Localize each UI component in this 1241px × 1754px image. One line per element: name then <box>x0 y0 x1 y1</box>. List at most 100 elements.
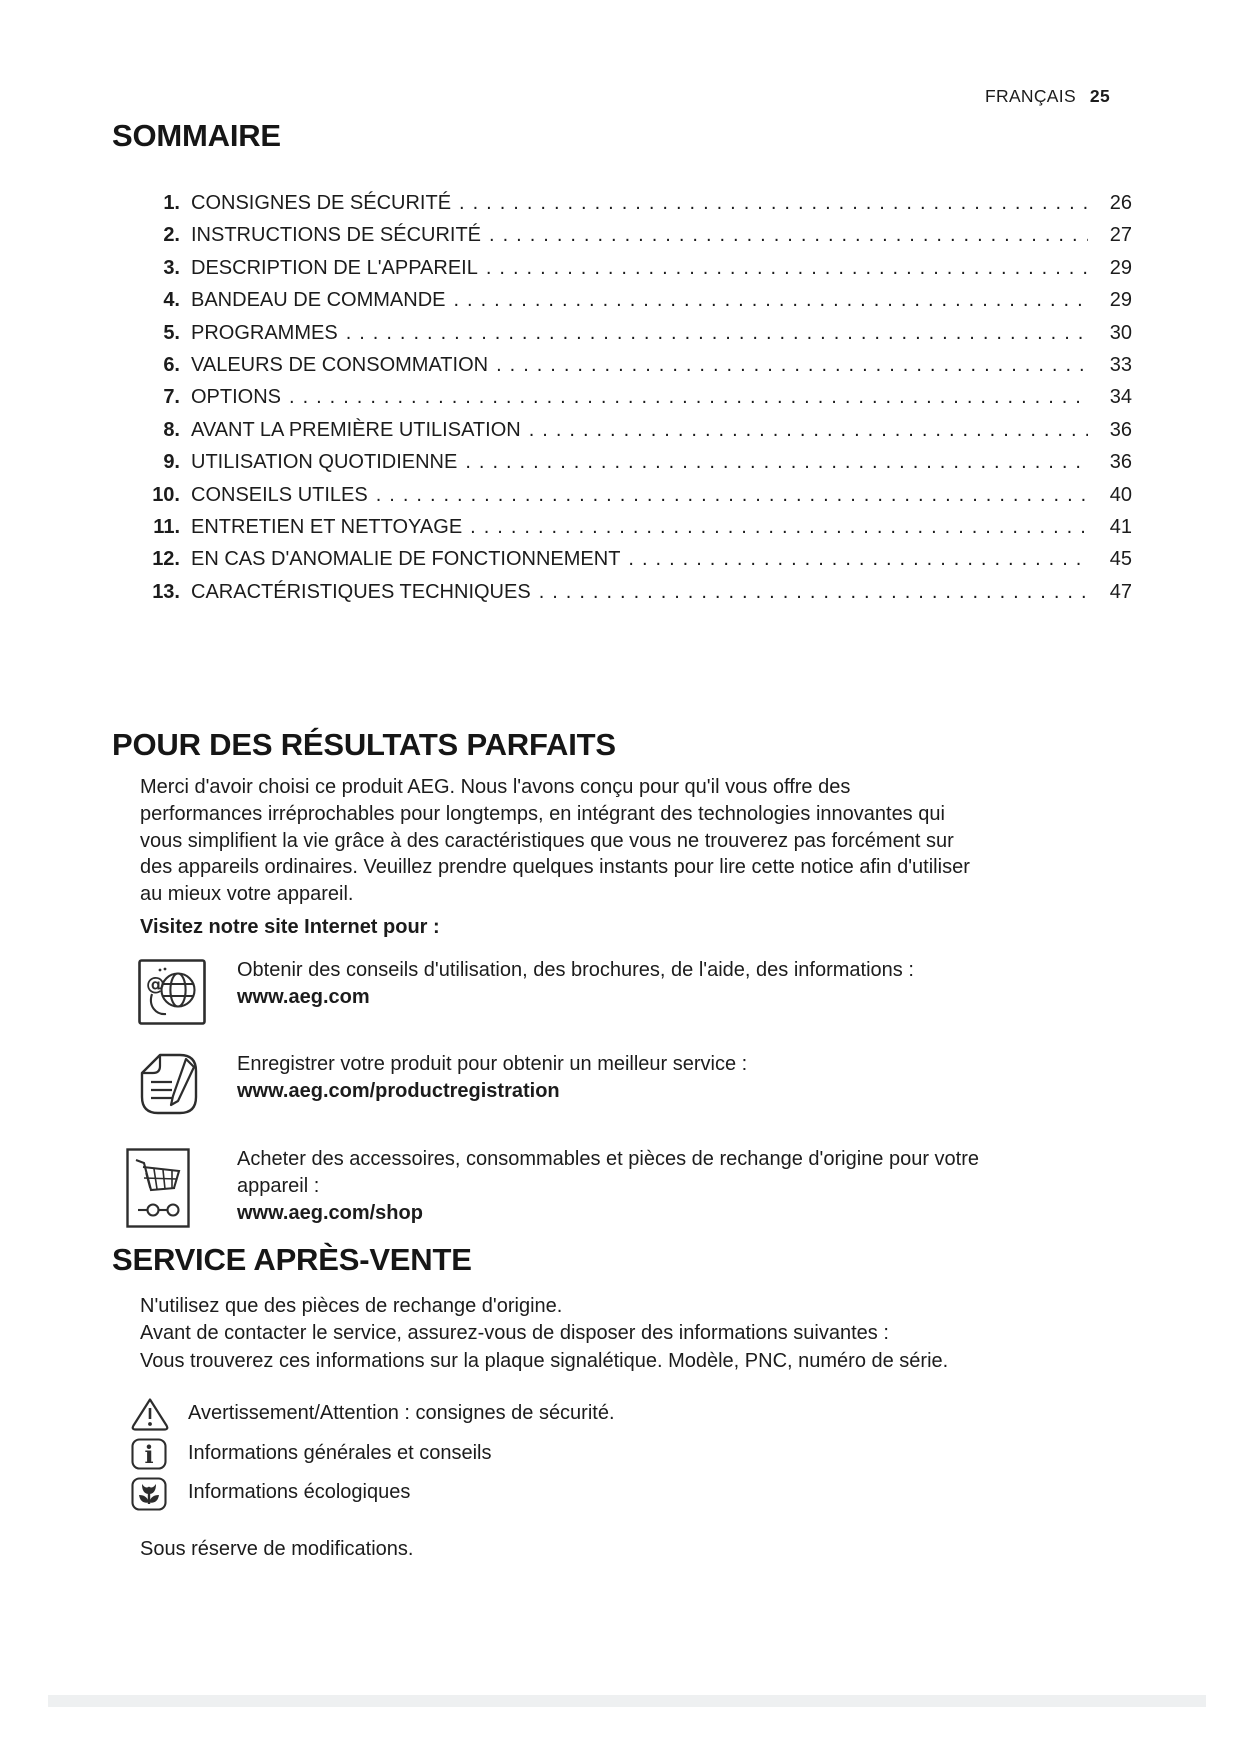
toc-item-page: 45 <box>1109 548 1132 571</box>
toc-item-number: 4. <box>163 289 180 312</box>
toc-dot-leader <box>539 581 1088 604</box>
page-header: FRANÇAIS 25 <box>985 86 1110 107</box>
toc-item: 13. CARACTÉRISTIQUES TECHNIQUES 47 <box>130 581 1132 613</box>
toc-item-label: OPTIONS <box>191 386 282 409</box>
note-text: Informations écologiques <box>188 1481 411 1503</box>
note-text: Informations générales et conseils <box>188 1442 492 1464</box>
toc-item: 2. INSTRUCTIONS DE SÉCURITÉ 27 <box>130 224 1132 256</box>
toc-dot-leader <box>453 289 1088 312</box>
globe-at-icon: @ <box>138 959 206 1030</box>
toc-item-number: 7. <box>163 386 180 409</box>
toc-item-label: BANDEAU DE COMMANDE <box>191 289 446 312</box>
service-paragraph: N'utilisez que des pièces de rechange d'… <box>140 1293 948 1375</box>
toc-item-label: ENTRETIEN ET NETTOYAGE <box>191 515 463 538</box>
svg-text:i: i <box>144 1440 153 1469</box>
service-title: SERVICE APRÈS-VENTE <box>112 1242 472 1277</box>
link-text: appareil : <box>237 1175 320 1197</box>
toc-dot-leader <box>489 224 1088 247</box>
toc-list: 1. CONSIGNES DE SÉCURITÉ 26 2. INSTRUCTI… <box>130 192 1132 613</box>
toc-item-page: 29 <box>1109 256 1132 279</box>
toc-item-number: 8. <box>163 418 180 441</box>
toc-item-page: 47 <box>1109 580 1132 603</box>
toc-item: 7. OPTIONS 34 <box>130 386 1132 418</box>
toc-item-page: 36 <box>1109 451 1132 474</box>
toc-dot-leader <box>346 322 1088 345</box>
sommaire-title: SOMMAIRE <box>112 118 281 153</box>
modifications-note: Sous réserve de modifications. <box>140 1538 414 1560</box>
service-line: Vous trouverez ces informations sur la p… <box>140 1349 949 1372</box>
toc-item: 12. EN CAS D'ANOMALIE DE FONCTIONNEMENT … <box>130 548 1132 580</box>
toc-item-number: 10. <box>152 483 180 506</box>
link-text: Obtenir des conseils d'utilisation, des … <box>237 959 914 981</box>
service-line: N'utilisez que des pièces de rechange d'… <box>140 1295 563 1317</box>
toc-item-page: 27 <box>1109 224 1132 247</box>
toc-item: 4. BANDEAU DE COMMANDE 29 <box>130 289 1132 321</box>
toc-item-number: 12. <box>152 548 180 571</box>
footer-bar <box>48 1695 1206 1707</box>
toc-dot-leader <box>486 257 1088 280</box>
toc-item-page: 36 <box>1109 418 1132 441</box>
language-label: FRANÇAIS <box>985 86 1076 106</box>
toc-dot-leader <box>459 192 1088 215</box>
intro-line: performances irréprochables pour longtem… <box>140 802 945 825</box>
visit-website-heading: Visitez notre site Internet pour : <box>140 916 440 938</box>
toc-dot-leader <box>376 484 1088 507</box>
toc-item-page: 30 <box>1109 321 1132 344</box>
link-block-shop: Acheter des accessoires, consommables et… <box>237 1146 979 1227</box>
intro-paragraph: Merci d'avoir choisi ce produit AEG. Nou… <box>140 774 1130 908</box>
link-text: Acheter des accessoires, consommables et… <box>237 1148 980 1170</box>
toc-item-label: AVANT LA PREMIÈRE UTILISATION <box>191 418 521 441</box>
link-url: www.aeg.com <box>237 986 370 1008</box>
toc-item-label: CONSEILS UTILES <box>191 483 368 506</box>
toc-dot-leader <box>529 419 1088 442</box>
toc-item-page: 26 <box>1109 192 1132 214</box>
shopping-cart-icon <box>126 1148 190 1233</box>
toc-item-label: CONSIGNES DE SÉCURITÉ <box>191 192 452 214</box>
toc-item-label: DESCRIPTION DE L'APPAREIL <box>191 256 478 279</box>
toc-item-number: 2. <box>163 224 180 247</box>
toc-item: 3. DESCRIPTION DE L'APPAREIL 29 <box>130 257 1132 289</box>
toc-item-page: 29 <box>1109 289 1132 312</box>
toc-item-page: 33 <box>1109 353 1132 376</box>
toc-item-number: 6. <box>163 353 180 376</box>
toc-item-label: INSTRUCTIONS DE SÉCURITÉ <box>191 224 482 247</box>
info-icon: i <box>131 1438 167 1475</box>
service-line: Avant de contacter le service, assurez-v… <box>140 1322 889 1345</box>
toc-item-label: CARACTÉRISTIQUES TECHNIQUES <box>191 580 531 603</box>
toc-dot-leader <box>465 451 1088 474</box>
toc-item: 5. PROGRAMMES 30 <box>130 322 1132 354</box>
toc-item-page: 41 <box>1109 515 1132 538</box>
toc-item-label: VALEURS DE CONSOMMATION <box>191 353 489 376</box>
link-url: www.aeg.com/shop <box>237 1202 423 1224</box>
intro-line: Merci d'avoir choisi ce produit AEG. Nou… <box>140 776 851 798</box>
toc-item-number: 5. <box>163 321 180 344</box>
toc-item-number: 1. <box>163 192 180 214</box>
toc-dot-leader <box>470 516 1088 539</box>
link-block-registration: Enregistrer votre produit pour obtenir u… <box>237 1051 747 1105</box>
toc-item: 11. ENTRETIEN ET NETTOYAGE 41 <box>130 516 1132 548</box>
perfect-results-title: POUR DES RÉSULTATS PARFAITS <box>112 727 616 762</box>
page-number: 25 <box>1089 86 1110 106</box>
toc-item-page: 40 <box>1109 483 1132 506</box>
intro-line: vous simplifient la vie grâce à des cara… <box>140 829 954 852</box>
toc-item-label: PROGRAMMES <box>191 321 338 344</box>
link-block-website: Obtenir des conseils d'utilisation, des … <box>237 957 914 1011</box>
toc-item: 10. CONSEILS UTILES 40 <box>130 484 1132 516</box>
toc-item: 9. UTILISATION QUOTIDIENNE 36 <box>130 451 1132 483</box>
warning-triangle-icon <box>130 1396 170 1437</box>
toc-item-page: 34 <box>1109 386 1132 409</box>
toc-item: 8. AVANT LA PREMIÈRE UTILISATION 36 <box>130 419 1132 451</box>
svg-text:@: @ <box>146 973 165 995</box>
link-url: www.aeg.com/productregistration <box>237 1080 560 1102</box>
intro-line: des appareils ordinaires. Veuillez prend… <box>140 856 970 879</box>
register-document-icon <box>138 1051 202 1124</box>
toc-item-number: 9. <box>163 451 180 474</box>
note-text: Avertissement/Attention : consignes de s… <box>188 1402 615 1424</box>
toc-item-number: 13. <box>152 580 180 603</box>
toc-item: 1. CONSIGNES DE SÉCURITÉ 26 <box>130 192 1132 224</box>
toc-item: 6. VALEURS DE CONSOMMATION 33 <box>130 354 1132 386</box>
toc-item-label: UTILISATION QUOTIDIENNE <box>191 451 458 474</box>
toc-item-label: EN CAS D'ANOMALIE DE FONCTIONNEMENT <box>191 548 621 571</box>
toc-item-number: 3. <box>163 256 180 279</box>
